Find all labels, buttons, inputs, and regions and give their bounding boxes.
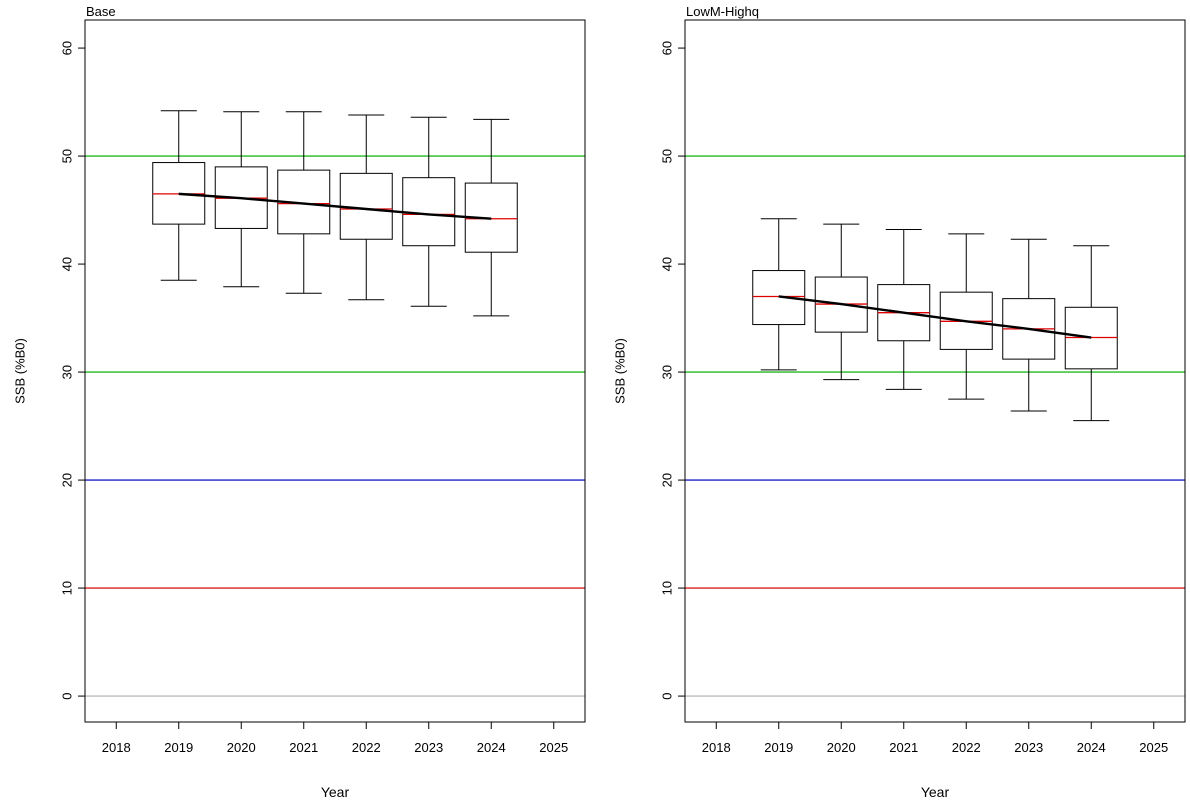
x-tick-label: 2018 [702, 740, 731, 755]
x-tick-label: 2024 [1077, 740, 1106, 755]
x-tick-label: 2021 [889, 740, 918, 755]
y-tick-label: 60 [660, 41, 675, 55]
chart-panel-2: 0 10 20 30 40 50 60 2018 2019 2020 2021 2022 2023 202… [613, 4, 1186, 800]
box-2024 [1064, 245, 1118, 422]
box-2020 [214, 111, 268, 288]
y-tick-label: 0 [660, 692, 675, 699]
x-axis-label: Year [321, 784, 350, 800]
y-tick-label: 50 [60, 149, 75, 163]
y-axis-label: SSB (%B0) [613, 338, 628, 404]
y-tick-label: 20 [660, 473, 675, 487]
plot-frame [84, 19, 586, 723]
median-trend-line [778, 295, 1092, 339]
x-tick-label: 2022 [352, 740, 381, 755]
x-tick-label: 2018 [102, 740, 131, 755]
y-tick-label: 60 [60, 41, 75, 55]
y-axis-label: SSB (%B0) [13, 338, 28, 404]
y-tick-label: 30 [660, 365, 675, 379]
y-tick-label: 30 [60, 365, 75, 379]
x-tick-label: 2023 [414, 740, 443, 755]
y-tick-label: 20 [60, 473, 75, 487]
x-tick-label: 2025 [1139, 740, 1168, 755]
x-tick-label: 2019 [764, 740, 793, 755]
plot-frame [684, 19, 1186, 723]
y-tick-label: 10 [660, 581, 675, 595]
y-tick-label: 40 [60, 257, 75, 271]
x-tick-label: 2024 [477, 740, 506, 755]
x-tick-label: 2020 [827, 740, 856, 755]
chart-title: Base [86, 4, 116, 19]
x-tick-label: 2025 [539, 740, 568, 755]
x-axis-label: Year [921, 784, 950, 800]
chart-panel-1: 0 10 20 30 40 50 60 2018 2019 2020 2021 2022 2023 202… [13, 4, 586, 800]
x-tick-label: 2022 [952, 740, 981, 755]
y-tick-label: 10 [60, 581, 75, 595]
box-2022 [939, 233, 993, 400]
median-trend-line [178, 192, 492, 220]
box-2023 [1002, 238, 1056, 412]
x-tick-label: 2023 [1014, 740, 1043, 755]
x-tick-label: 2019 [164, 740, 193, 755]
box-iqr [752, 270, 806, 326]
x-tick-label: 2020 [227, 740, 256, 755]
chart-title: LowM-Highq [686, 4, 759, 19]
box-2020 [814, 223, 868, 381]
box-2019 [752, 218, 806, 371]
x-tick-label: 2021 [289, 740, 318, 755]
box-2021 [877, 229, 931, 390]
y-tick-label: 50 [660, 149, 675, 163]
box-2022 [339, 114, 393, 301]
y-tick-label: 40 [660, 257, 675, 271]
y-tick-label: 0 [60, 692, 75, 699]
